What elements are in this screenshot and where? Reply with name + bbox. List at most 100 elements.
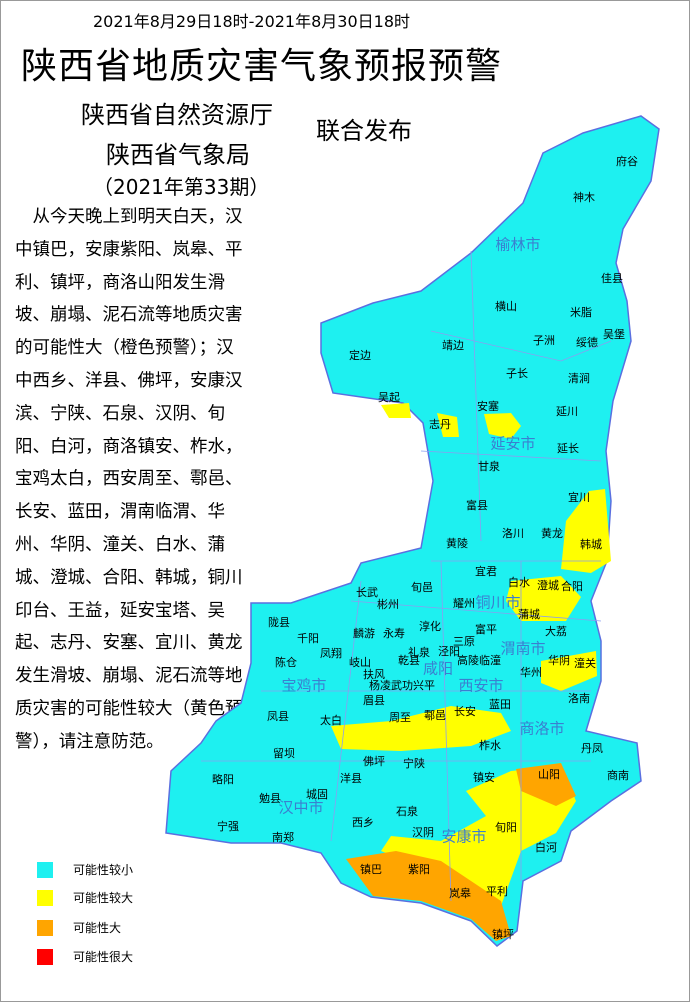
county-label: 澄城 bbox=[537, 579, 559, 592]
county-label: 礼泉 bbox=[408, 646, 430, 659]
bulletin-line: 印台、王益，延安宝塔、吴 bbox=[15, 600, 225, 621]
county-label: 子长 bbox=[506, 367, 528, 380]
county-label: 周至 bbox=[389, 711, 411, 724]
city-label: 咸阳 bbox=[422, 659, 454, 678]
county-label: 蓝田 bbox=[489, 698, 511, 711]
city-label: 榆林市 bbox=[495, 235, 541, 254]
county-label: 麟游 bbox=[353, 627, 375, 640]
county-label: 商南 bbox=[607, 769, 629, 782]
county-label: 白水 bbox=[508, 576, 530, 589]
bulletin-line: 长安、蓝田，渭南临渭、华 bbox=[15, 502, 225, 523]
county-label: 蒲城 bbox=[518, 608, 540, 621]
county-label: 白河 bbox=[535, 841, 557, 854]
county-label: 宁强 bbox=[217, 820, 239, 833]
county-label: 高陵临潼 bbox=[457, 654, 501, 667]
issue-number: （2021年第33期） bbox=[93, 175, 270, 199]
legend-label: 可能性较小 bbox=[73, 863, 134, 877]
city-label: 宝鸡市 bbox=[281, 676, 327, 695]
yellow-zone-yichuan-hancheng bbox=[561, 489, 611, 573]
county-label: 韩城 bbox=[580, 538, 602, 551]
county-label: 旬阳 bbox=[495, 821, 517, 834]
county-label: 陇县 bbox=[268, 616, 290, 629]
yellow-zones bbox=[331, 403, 611, 906]
county-label: 三原 bbox=[453, 635, 475, 648]
county-label: 华州 bbox=[520, 666, 542, 679]
county-label: 千阳 bbox=[297, 632, 319, 645]
yellow-zone-huayin bbox=[541, 651, 597, 691]
issuer-meteorological: 陕西省气象局 bbox=[106, 141, 250, 169]
county-label: 府谷 bbox=[616, 155, 638, 168]
county-label: 凤县 bbox=[267, 710, 289, 723]
county-label: 黄龙 bbox=[541, 527, 563, 540]
county-label: 南郑 bbox=[272, 831, 294, 844]
county-label: 宜君 bbox=[475, 565, 497, 578]
county-label: 石泉 bbox=[396, 805, 418, 818]
bulletin-line: 起、志丹、安塞、宜川、黄龙 bbox=[15, 633, 243, 654]
county-label: 山阳 bbox=[538, 768, 560, 781]
county-label: 太白 bbox=[320, 714, 342, 727]
county-label: 靖边 bbox=[442, 339, 464, 352]
county-label: 洋县 bbox=[340, 772, 362, 785]
legend-label: 可能性大 bbox=[73, 921, 122, 935]
county-label: 宜川 bbox=[568, 491, 590, 504]
county-label: 岐山 bbox=[349, 656, 371, 669]
legend-swatch bbox=[37, 948, 53, 965]
county-label: 富平 bbox=[475, 623, 497, 636]
county-label: 大荔 bbox=[545, 625, 567, 638]
bulletin-line: 发生滑坡、崩塌、泥石流等地 bbox=[15, 666, 243, 687]
bulletin-line: 的可能性大（橙色预警）；汉 bbox=[15, 338, 234, 359]
county-label: 眉县 bbox=[363, 694, 385, 707]
county-label: 城固 bbox=[306, 788, 328, 801]
county-label: 柞水 bbox=[479, 739, 501, 752]
county-label: 旬邑 bbox=[411, 581, 433, 594]
city-label: 汉中市 bbox=[278, 798, 324, 817]
bulletin-line: 滨、宁陕、石泉、汉阴、旬 bbox=[15, 403, 225, 424]
county-label: 西乡 bbox=[352, 816, 374, 829]
yellow-zone-south bbox=[381, 766, 576, 906]
county-label: 留坝 bbox=[273, 747, 295, 760]
bulletin-line: 州、华阴、潼关、白水、蒲 bbox=[15, 534, 225, 555]
bulletin-line: 质灾害的可能性较大（黄色预 bbox=[15, 698, 243, 719]
bulletin-line: 阳、白河，商洛镇安、柞水， bbox=[15, 436, 243, 457]
county-label: 延川 bbox=[556, 405, 578, 418]
county-label: 华阴 bbox=[548, 654, 570, 667]
county-label: 镇安 bbox=[473, 771, 495, 784]
county-label: 勉县 bbox=[259, 792, 281, 805]
county-label: 耀州 bbox=[453, 597, 475, 610]
county-label: 平利 bbox=[486, 885, 508, 898]
province-region bbox=[165, 115, 660, 947]
yellow-zone-wuqi bbox=[381, 403, 411, 418]
bulletin-line: 坡、崩塌、泥石流等地质灾害 bbox=[15, 305, 243, 326]
legend-low: 可能性较小 bbox=[37, 861, 133, 878]
county-label: 富县 bbox=[466, 499, 488, 512]
county-label: 延长 bbox=[557, 442, 579, 455]
city-label: 安康市 bbox=[441, 827, 487, 846]
legend-medium: 可能性较大 bbox=[37, 889, 133, 906]
bulletin-line: 中镇巴，安康紫阳、岚皋、平 bbox=[15, 239, 243, 260]
county-label: 清涧 bbox=[568, 372, 590, 385]
county-label: 绥德 bbox=[576, 336, 598, 349]
county-label: 岚皋 bbox=[449, 887, 471, 900]
legend-very-high: 可能性很大 bbox=[37, 948, 133, 965]
county-label: 洛川 bbox=[502, 527, 524, 540]
legend-swatch bbox=[37, 889, 53, 906]
city-label: 渭南市 bbox=[500, 639, 546, 658]
bulletin-line: 中西乡、洋县、佛坪，安康汉 bbox=[15, 370, 243, 391]
yellow-zone-weinan bbox=[506, 576, 581, 621]
city-label: 商洛市 bbox=[519, 719, 565, 738]
page-title: 陕西省地质灾害气象预报预警 bbox=[21, 46, 503, 87]
date-range: 2021年8月29日18时-2021年8月30日18时 bbox=[93, 12, 411, 31]
county-label: 子洲 bbox=[533, 334, 555, 347]
county-label: 永寿 bbox=[383, 627, 405, 640]
bulletin-line: 利、镇坪，商洛山阳发生滑 bbox=[15, 272, 225, 293]
legend-high: 可能性大 bbox=[37, 919, 121, 936]
legend-swatch bbox=[37, 919, 53, 936]
orange-zone-ziyang-langao bbox=[346, 851, 511, 941]
county-label: 佳县 bbox=[601, 272, 623, 285]
county-label: 横山 bbox=[495, 300, 517, 313]
county-label: 紫阳 bbox=[408, 863, 430, 876]
orange-zones bbox=[346, 763, 576, 941]
county-label: 佛坪 bbox=[363, 755, 385, 768]
bulletin-line: 警），请注意防范。 bbox=[15, 731, 164, 752]
county-label: 陈仓 bbox=[275, 656, 297, 669]
